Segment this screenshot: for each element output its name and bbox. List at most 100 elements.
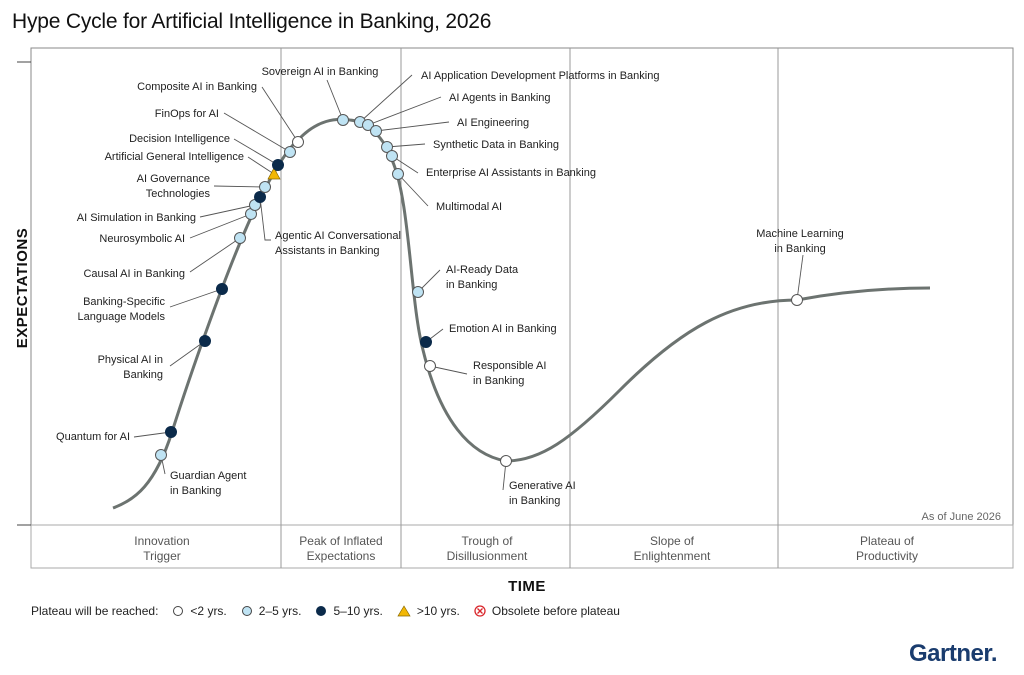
leader-line-banking-specific-language-models bbox=[169, 288, 223, 308]
legend-under-2-icon bbox=[173, 606, 184, 616]
marker-ai-engineering bbox=[370, 125, 382, 137]
hype-curve bbox=[112, 117, 931, 510]
leader-line-ai-agents-in-banking bbox=[367, 96, 442, 126]
marker-decision-intelligence bbox=[272, 159, 284, 171]
label-ai-engineering: AI Engineering bbox=[457, 117, 529, 129]
marker-finops-for-ai bbox=[284, 146, 296, 158]
phase-label-innovation-trigger: Innovation Trigger bbox=[134, 534, 189, 563]
label-ai-simulation-in-banking: AI Simulation in Banking bbox=[77, 212, 196, 224]
marker-responsible-ai-in-banking bbox=[424, 360, 436, 372]
leader-line-decision-intelligence bbox=[233, 138, 279, 166]
label-artificial-general-intelligence: Artificial General Intelligence bbox=[105, 151, 244, 163]
label-guardian-agent-in-banking: Guardian Agent in Banking bbox=[170, 470, 246, 497]
legend-item-obsolete: Obsolete before plateau bbox=[474, 604, 620, 618]
legend-item-under-2: <2 yrs. bbox=[172, 604, 227, 618]
marker-sovereign-ai-in-banking bbox=[337, 114, 349, 126]
leader-line-ai-simulation-in-banking bbox=[199, 204, 256, 218]
label-ai-ready-data-in-banking: AI-Ready Data in Banking bbox=[446, 264, 519, 291]
marker-multimodal-ai bbox=[392, 168, 404, 180]
plot-area bbox=[30, 47, 1014, 526]
leader-line-finops-for-ai bbox=[223, 112, 291, 153]
label-neurosymbolic-ai: Neurosymbolic AI bbox=[99, 233, 185, 245]
label-emotion-ai-in-banking: Emotion AI in Banking bbox=[449, 323, 557, 335]
leader-line-multimodal-ai bbox=[397, 173, 429, 207]
phase-label-plateau: Plateau of Productivity bbox=[856, 534, 918, 563]
label-composite-ai-in-banking: Composite AI in Banking bbox=[137, 81, 257, 93]
label-sovereign-ai-in-banking: Sovereign AI in Banking bbox=[262, 66, 379, 78]
chart-title: Hype Cycle for Artificial Intelligence i… bbox=[12, 10, 492, 33]
phase-band bbox=[30, 524, 1014, 569]
label-decision-intelligence: Decision Intelligence bbox=[129, 133, 230, 145]
marker-agentic-ai-conversational-assistants-in-banking bbox=[254, 191, 266, 203]
leader-line-causal-ai-in-banking bbox=[189, 237, 241, 273]
legend-under-2-label: <2 yrs. bbox=[190, 604, 227, 618]
label-physical-ai-in-banking: Physical AI in Banking bbox=[98, 354, 163, 381]
label-ai-agents-in-banking: AI Agents in Banking bbox=[449, 92, 551, 104]
phase-label-trough: Trough of Disillusionment bbox=[447, 534, 528, 563]
phase-label-slope: Slope of Enlightenment bbox=[634, 534, 711, 563]
phase-label-peak: Peak of Inflated Expectations bbox=[299, 534, 382, 563]
leader-line-quantum-for-ai bbox=[133, 431, 172, 438]
gartner-logo: Gartner. bbox=[909, 640, 998, 667]
legend-item-5-10: 5–10 yrs. bbox=[315, 604, 383, 618]
legend-item-2-5: 2–5 yrs. bbox=[241, 604, 302, 618]
label-machine-learning-in-banking: Machine Learning in Banking bbox=[756, 228, 843, 255]
as-of-note: As of June 2026 bbox=[921, 511, 1001, 523]
label-enterprise-ai-assistants-in-banking: Enterprise AI Assistants in Banking bbox=[426, 167, 596, 179]
marker-physical-ai-in-banking bbox=[199, 335, 211, 347]
leader-line-artificial-general-intelligence bbox=[247, 156, 275, 175]
marker-artificial-general-intelligence bbox=[267, 167, 281, 180]
marker-quantum-for-ai bbox=[165, 426, 177, 438]
leader-line-ai-engineering bbox=[375, 121, 450, 132]
leader-line-machine-learning-in-banking bbox=[796, 254, 804, 301]
leader-line-synthetic-data-in-banking bbox=[386, 143, 426, 148]
marker-ai-governance-technologies bbox=[259, 181, 271, 193]
marker-banking-specific-language-models bbox=[216, 283, 228, 295]
leader-line-composite-ai-in-banking bbox=[261, 86, 299, 143]
legend-2-5-icon bbox=[241, 606, 252, 616]
legend-over-10-label: >10 yrs. bbox=[416, 604, 460, 618]
leader-line-responsible-ai-in-banking bbox=[429, 365, 468, 375]
marker-causal-ai-in-banking bbox=[234, 232, 246, 244]
marker-enterprise-ai-assistants-in-banking bbox=[386, 150, 398, 162]
legend-over-10-icon bbox=[397, 605, 411, 617]
label-agentic-ai-conversational-assistants-in-banking: Agentic AI Conversational Assistants in B… bbox=[275, 230, 401, 257]
label-ai-governance-technologies: AI Governance Technologies bbox=[137, 173, 211, 200]
marker-ai-agents-in-banking bbox=[362, 119, 374, 131]
label-ai-application-development-platforms-in-banking: AI Application Development Platforms in … bbox=[421, 70, 659, 82]
innovation-labels: Guardian Agent in Banking Quantum for AI Ph… bbox=[56, 66, 844, 507]
label-finops-for-ai: FinOps for AI bbox=[155, 108, 219, 120]
brand-name: Gartner bbox=[909, 640, 991, 667]
label-banking-specific-language-models: Banking-Specific Language Models bbox=[78, 296, 166, 323]
leader-line-agentic-ai-conversational-assistants-in-banking bbox=[259, 196, 271, 241]
legend-obsolete-label: Obsolete before plateau bbox=[491, 604, 620, 618]
legend-item-over-10: >10 yrs. bbox=[397, 604, 460, 618]
label-causal-ai-in-banking: Causal AI in Banking bbox=[83, 268, 185, 280]
label-multimodal-ai: Multimodal AI bbox=[436, 201, 502, 213]
label-quantum-for-ai: Quantum for AI bbox=[56, 431, 130, 443]
innovation-markers bbox=[155, 114, 803, 467]
leader-line-ai-application-development-platforms-in-banking bbox=[359, 74, 413, 123]
leader-line-ai-governance-technologies bbox=[213, 185, 266, 188]
label-generative-ai-in-banking: Generative AI in Banking bbox=[509, 480, 576, 507]
marker-ai-ready-data-in-banking bbox=[412, 286, 424, 298]
legend-5-10-icon bbox=[316, 606, 327, 616]
legend-5-10-label: 5–10 yrs. bbox=[333, 604, 383, 618]
leader-line-physical-ai-in-banking bbox=[169, 340, 206, 367]
marker-machine-learning-in-banking bbox=[791, 294, 803, 306]
marker-generative-ai-in-banking bbox=[500, 455, 512, 467]
leader-line-neurosymbolic-ai bbox=[189, 213, 252, 239]
marker-emotion-ai-in-banking bbox=[420, 336, 432, 348]
marker-synthetic-data-in-banking bbox=[381, 141, 393, 153]
legend: Plateau will be reached: <2 yrs. 2–5 yrs… bbox=[31, 604, 634, 618]
marker-guardian-agent-in-banking bbox=[155, 449, 167, 461]
x-axis-title: TIME bbox=[508, 578, 546, 595]
marker-composite-ai-in-banking bbox=[292, 136, 304, 148]
y-axis-title: EXPECTATIONS bbox=[14, 228, 31, 348]
label-synthetic-data-in-banking: Synthetic Data in Banking bbox=[433, 139, 559, 151]
legend-2-5-label: 2–5 yrs. bbox=[258, 604, 302, 618]
leader-line-sovereign-ai-in-banking bbox=[326, 79, 344, 121]
legend-heading: Plateau will be reached: bbox=[31, 604, 159, 618]
label-responsible-ai-in-banking: Responsible AI in Banking bbox=[473, 360, 546, 387]
